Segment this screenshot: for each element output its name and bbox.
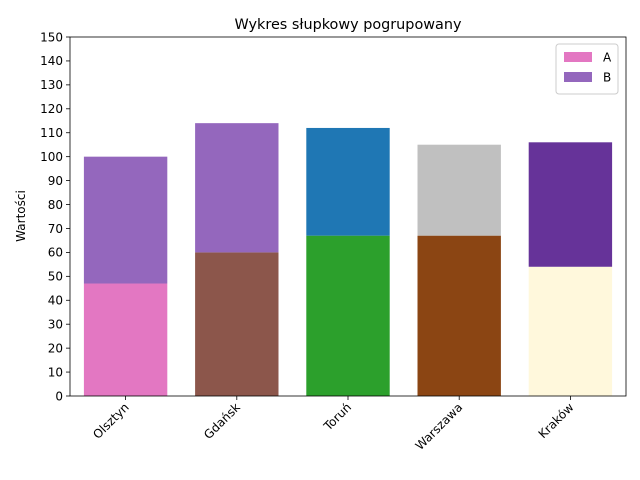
y-tick-label-15: 150	[40, 30, 63, 44]
y-tick-label-6: 60	[48, 246, 63, 260]
plot-frame	[69, 36, 627, 397]
y-tick-label-2: 20	[48, 341, 63, 355]
bar-B-1	[195, 123, 279, 253]
legend-label-B: B	[603, 71, 611, 85]
y-axis: 0 10 20 30 40 50 60 70 80 90 100 110 120 130 140 150	[40, 30, 70, 403]
bar-A-3	[417, 235, 501, 396]
y-axis-label: Wartości	[14, 190, 28, 242]
bar-A-1	[195, 252, 279, 396]
y-tick-label-4: 40	[48, 294, 63, 308]
bar-A-4	[528, 266, 613, 396]
bar-B-3	[417, 144, 501, 236]
bars-group	[83, 123, 613, 396]
bar-B-0	[83, 156, 168, 284]
y-tick-label-7: 70	[48, 222, 63, 236]
legend-label-A: A	[603, 51, 612, 65]
bar-A-0	[83, 283, 168, 396]
y-tick-label-9: 90	[48, 174, 63, 188]
bar-A-2	[306, 235, 390, 396]
y-tick-label-10: 100	[40, 150, 63, 164]
legend: AB	[555, 43, 619, 95]
legend-swatch-A	[564, 52, 592, 62]
legend-swatch-B	[564, 72, 592, 82]
bar-B-4	[528, 142, 613, 267]
chart-title: Wykres słupkowy pogrupowany	[235, 17, 462, 33]
y-tick-label-3: 30	[48, 318, 63, 332]
y-tick-label-12: 120	[40, 102, 63, 116]
y-tick-label-5: 50	[48, 270, 63, 284]
bar-B-2	[306, 127, 390, 236]
y-tick-label-14: 140	[40, 54, 63, 68]
y-tick-label-1: 10	[48, 365, 63, 379]
y-tick-label-0: 0	[55, 389, 63, 403]
y-tick-label-11: 110	[40, 126, 63, 140]
y-tick-label-8: 80	[48, 198, 63, 212]
y-tick-label-13: 130	[40, 78, 63, 92]
